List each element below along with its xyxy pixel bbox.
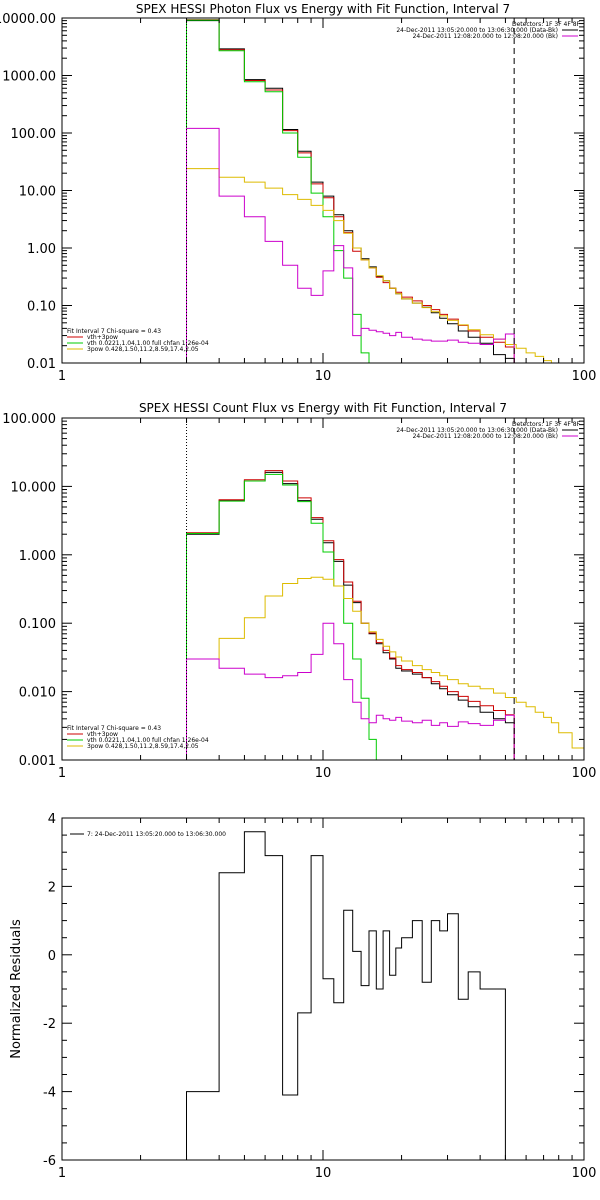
legend-top-text: 24-Dec-2011 12:08:20.000 to 12:08:20.000… bbox=[413, 433, 558, 440]
chart-title: SPEX HESSI Count Flux vs Energy with Fit… bbox=[139, 401, 507, 415]
x-tick-label: 10 bbox=[315, 369, 332, 384]
series-line-2 bbox=[186, 19, 370, 363]
series-line-1 bbox=[186, 470, 515, 760]
x-tick-label: 100 bbox=[572, 766, 597, 781]
x-tick-label: 10 bbox=[315, 766, 332, 781]
y-tick-label: -2 bbox=[43, 1017, 56, 1032]
y-tick-label: 10.00 bbox=[19, 185, 56, 200]
legend-bottom-text: vth+3pow bbox=[87, 334, 118, 341]
y-tick-label: -4 bbox=[43, 1086, 56, 1101]
y-tick-label: 10000.00 bbox=[0, 12, 56, 27]
series-line-1 bbox=[186, 19, 515, 363]
y-tick-label: 100.00 bbox=[11, 127, 57, 142]
y-tick-label: 4 bbox=[48, 812, 56, 827]
x-tick-label: 10 bbox=[315, 1166, 332, 1181]
legend-text: 7: 24-Dec-2011 13:05:20.000 to 13:06:30.… bbox=[87, 831, 226, 838]
series-line-4 bbox=[186, 622, 515, 760]
chart-title: SPEX HESSI Photon Flux vs Energy with Fi… bbox=[136, 2, 510, 16]
y-axis-label: Normalized Residuals bbox=[9, 919, 24, 1059]
y-tick-label: 0 bbox=[48, 949, 56, 964]
y-tick-label: -6 bbox=[43, 1154, 56, 1169]
y-tick-label: 100.000 bbox=[2, 412, 56, 427]
y-tick-label: 0.001 bbox=[19, 754, 56, 769]
series-line-3 bbox=[186, 168, 559, 363]
series-line-0 bbox=[186, 831, 519, 1160]
legend-bottom-text: 3pow 0.428,1.50,11.2,8.59,17.4,2.05 bbox=[87, 346, 199, 353]
x-tick-label: 1 bbox=[58, 766, 66, 781]
legend-bottom-text: vth 0.0221,1.04,1.00 full chfan 1.26e-04 bbox=[87, 737, 209, 744]
series-line-0 bbox=[186, 471, 515, 760]
y-tick-label: 2 bbox=[48, 880, 56, 895]
series-line-4 bbox=[186, 127, 515, 363]
legend-top-text: 24-Dec-2011 13:05:20.000 to 13:06:30.000… bbox=[396, 27, 558, 34]
series-line-0 bbox=[186, 20, 515, 363]
x-tick-label: 1 bbox=[58, 369, 66, 384]
legend-bottom-text: vth+3pow bbox=[87, 731, 118, 738]
series-line-3 bbox=[186, 576, 584, 760]
y-tick-label: 1.000 bbox=[19, 549, 56, 564]
legend-bottom-text: Fit Interval 7 Chi-square = 0.43 bbox=[67, 725, 161, 732]
y-tick-label: 1.00 bbox=[27, 242, 56, 257]
x-tick-label: 100 bbox=[572, 1166, 597, 1181]
x-tick-label: 100 bbox=[572, 369, 597, 384]
plot-frame bbox=[61, 417, 585, 761]
y-tick-label: 0.10 bbox=[27, 300, 56, 315]
legend-bottom-text: Fit Interval 7 Chi-square = 0.43 bbox=[67, 328, 161, 335]
y-tick-label: 0.01 bbox=[27, 357, 56, 372]
legend-bottom-text: vth 0.0221,1.04,1.00 full chfan 1.26e-04 bbox=[87, 340, 209, 347]
legend-top-text: Detectors: 1F 3F 4F 8F bbox=[512, 421, 581, 428]
legend-bottom-text: 3pow 0.428,1.50,11.2,8.59,17.4,2.05 bbox=[87, 743, 199, 750]
y-tick-label: 0.100 bbox=[19, 617, 56, 632]
legend-top-text: 24-Dec-2011 12:08:20.000 to 12:08:20.000… bbox=[413, 33, 558, 40]
legend-top-text: Detectors: 1F 3F 4F 8F bbox=[512, 21, 581, 28]
legend-top-text: 24-Dec-2011 13:05:20.000 to 13:06:30.000… bbox=[396, 427, 558, 434]
y-tick-label: 0.010 bbox=[19, 686, 56, 701]
y-tick-label: 10.000 bbox=[11, 480, 57, 495]
x-tick-label: 1 bbox=[58, 1166, 66, 1181]
y-tick-label: 1000.00 bbox=[2, 70, 56, 85]
series-line-2 bbox=[186, 473, 377, 760]
